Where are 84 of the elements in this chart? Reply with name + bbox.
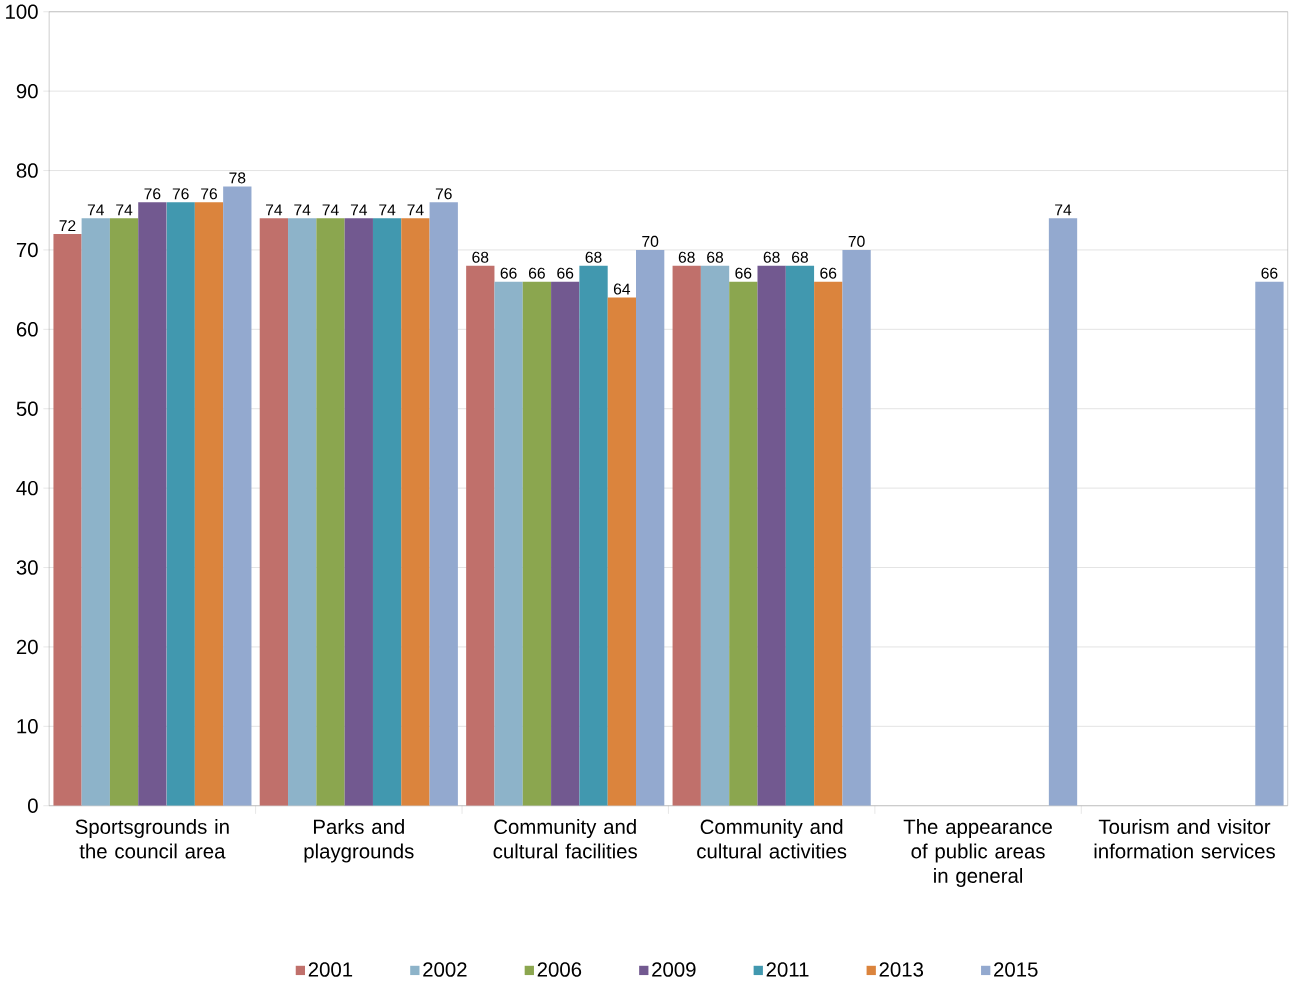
data-label: 74 <box>1055 204 1072 216</box>
legend-label: 2009 <box>652 962 696 977</box>
x-tick-label: Community and cultural facilities <box>493 819 637 859</box>
bar <box>429 202 458 806</box>
bar <box>223 186 252 806</box>
y-tick-label: 60 <box>16 322 38 337</box>
data-label: 74 <box>350 204 368 216</box>
y-tick-label: 100 <box>6 4 38 19</box>
bar <box>316 218 345 806</box>
data-label: 74 <box>87 204 104 216</box>
bar <box>814 281 843 806</box>
bar <box>109 218 139 806</box>
bar <box>607 297 637 806</box>
y-tick-label: 50 <box>16 401 38 416</box>
data-label: 68 <box>763 251 780 263</box>
legend-label: 2002 <box>423 962 467 977</box>
bar <box>166 202 195 806</box>
y-tick-label: 20 <box>16 639 38 655</box>
data-label: 66 <box>500 267 517 279</box>
bar <box>259 218 289 806</box>
data-label: 66 <box>1261 267 1278 279</box>
bar <box>81 218 110 806</box>
data-label: 68 <box>472 251 489 263</box>
data-label: 68 <box>585 251 602 263</box>
x-tick-label: Sportsgrounds in the council area <box>75 819 229 859</box>
y-tick-label: 80 <box>16 163 38 178</box>
data-label: 74 <box>116 204 133 216</box>
bar <box>288 218 317 806</box>
bar <box>466 265 495 806</box>
y-tick-label: 0 <box>28 798 38 813</box>
data-label: 70 <box>848 235 865 247</box>
legend-label: 2015 <box>994 962 1038 977</box>
bar <box>700 265 730 806</box>
y-tick-label: 30 <box>16 560 38 575</box>
data-label: 68 <box>792 251 808 263</box>
bar <box>138 202 167 806</box>
bar <box>194 202 224 806</box>
data-label: 74 <box>407 204 424 216</box>
bar <box>636 249 665 806</box>
bar <box>579 265 608 806</box>
data-label: 66 <box>529 267 545 279</box>
bar <box>53 234 82 806</box>
x-tick-label: Community and cultural activities <box>697 819 847 859</box>
y-tick-label: 10 <box>17 719 38 734</box>
bar <box>401 218 430 806</box>
data-label: 76 <box>172 188 189 200</box>
data-label: 76 <box>435 188 452 200</box>
data-label: 68 <box>678 251 695 263</box>
bar <box>344 218 373 806</box>
legend-label: 2001 <box>308 962 353 977</box>
bar <box>494 281 523 806</box>
data-label: 76 <box>144 188 161 200</box>
bar <box>522 281 552 806</box>
data-label: 64 <box>613 283 631 295</box>
x-tick-label: The appearance of public areas in general <box>903 819 1052 887</box>
data-label: 72 <box>59 220 76 232</box>
data-label: 74 <box>294 204 311 216</box>
data-label: 74 <box>265 204 283 216</box>
y-tick-label: 40 <box>16 480 38 496</box>
data-label: 76 <box>201 188 217 200</box>
bar <box>1255 281 1284 806</box>
data-label: 66 <box>735 267 752 279</box>
y-tick-label: 90 <box>16 83 38 99</box>
legend-label: 2011 <box>766 962 809 977</box>
data-label: 68 <box>707 251 724 263</box>
y-tick-label: 70 <box>16 242 38 258</box>
data-label: 74 <box>379 204 396 216</box>
bar <box>372 218 402 806</box>
bar <box>672 265 701 806</box>
data-label: 74 <box>322 204 339 216</box>
x-tick-label: Parks and playgrounds <box>304 819 414 863</box>
legend-label: 2006 <box>537 962 582 977</box>
data-label: 66 <box>820 267 837 279</box>
bar <box>757 265 786 806</box>
bar <box>551 281 580 806</box>
bar <box>842 249 871 806</box>
data-label: 66 <box>557 267 574 279</box>
x-tick-label: Tourism and visitor information services <box>1094 819 1275 859</box>
bar <box>785 265 815 806</box>
data-label: 70 <box>642 235 659 247</box>
data-label: 78 <box>229 172 246 184</box>
legend-label: 2013 <box>879 962 924 977</box>
bar <box>1048 218 1078 806</box>
bar <box>729 281 758 806</box>
